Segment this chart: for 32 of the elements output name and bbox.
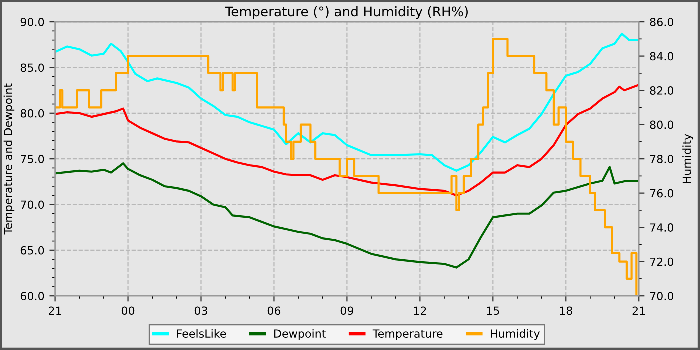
x-tick-label: 00 [122, 306, 135, 316]
y-tick-label: 80.0 [20, 109, 44, 118]
x-tick-label: 21 [49, 306, 62, 315]
y-tick-label: 70.0 [21, 200, 44, 210]
x-tick-label: 18 [560, 306, 572, 316]
x-tick-label: 09 [340, 306, 354, 316]
y2-tick-label: 86.0 [650, 18, 674, 26]
y2-tick-label: 72.0 [650, 258, 674, 266]
x-tick-label: 03 [194, 306, 208, 316]
y-tick-label: 75.0 [21, 155, 44, 164]
y2-tick-label: 80.0 [650, 120, 674, 130]
x-tick-label: 12 [414, 306, 426, 315]
legend-label: Humidity [491, 329, 540, 340]
legend-label: Dewpoint [274, 329, 326, 340]
legend-label: FeelsLike [177, 329, 226, 338]
chart-title: Temperature (°) and Humidity (RH%) [225, 6, 468, 20]
y-tick-label: 85.0 [20, 64, 44, 72]
x-tick-label: 21 [632, 306, 646, 315]
x-tick-label: 15 [487, 306, 500, 316]
legend-label: Temperature [372, 330, 443, 340]
y-tick-label: 65.0 [20, 246, 44, 255]
y2-axis-title: Humidity [682, 134, 694, 184]
y2-tick-label: 74.0 [650, 224, 674, 232]
x-tick-label: 06 [268, 306, 281, 316]
y-axis-title: Temperature and Dewpoint [4, 84, 15, 235]
y-tick-label: 60.0 [20, 292, 44, 300]
y2-tick-label: 78.0 [650, 155, 674, 164]
y-tick-label: 90.0 [20, 18, 44, 26]
y2-tick-label: 70.0 [650, 292, 674, 300]
y2-tick-label: 82.0 [650, 86, 674, 95]
y2-tick-label: 76.0 [650, 189, 674, 198]
y2-tick-label: 84.0 [650, 52, 674, 61]
